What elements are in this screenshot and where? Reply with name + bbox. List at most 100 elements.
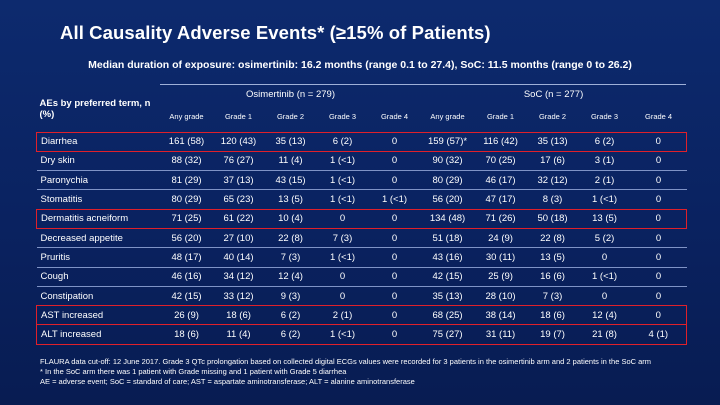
table-cell: 80 (29) [420, 170, 475, 190]
table-cell: 42 (15) [420, 266, 475, 287]
table-cell: 6 (2) [578, 131, 631, 152]
table-cell: 22 (8) [526, 227, 579, 248]
row-term: Pruritis [36, 247, 161, 268]
grade-header: Grade 4 [644, 111, 673, 121]
row-term: Decreased appetite [36, 227, 161, 248]
group-header-divider [160, 84, 686, 85]
table-cell: 80 (29) [160, 189, 213, 210]
table-cell: 0 [630, 247, 687, 268]
table-cell: 120 (43) [212, 131, 265, 152]
table-cell: 26 (9) [160, 305, 213, 326]
table-cell: 0 [630, 189, 687, 210]
table-cell: 75 (27) [420, 324, 475, 345]
table-cell: 0 [316, 208, 369, 229]
table-cell: 18 (6) [160, 324, 213, 345]
table-cell: 35 (13) [264, 131, 317, 152]
grade-header: Grade 4 [380, 111, 409, 121]
table-row: AST increased 26 (9) 18 (6) 6 (2) 2 (1) 0 68 (… [36, 305, 688, 326]
table-cell: 81 (29) [160, 170, 213, 190]
table-cell: 116 (42) [474, 131, 527, 152]
adverse-events-table-container: AEs by preferred term, n (%) Osimertinib… [36, 87, 688, 345]
table-cell: 0 [630, 131, 688, 152]
grade-header: Grade 2 [538, 111, 567, 121]
row-term: ALT increased [36, 324, 161, 345]
table-cell: 27 (10) [212, 227, 265, 248]
table-cell: 1 (<1) [316, 247, 369, 268]
table-cell: 0 [368, 324, 421, 345]
table-cell: 11 (4) [212, 324, 265, 345]
footnote-data-cutoff: FLAURA data cut-off: 12 June 2017. Grade… [40, 357, 652, 366]
table-cell: 70 (25) [474, 150, 527, 171]
table-cell: 17 (6) [526, 150, 579, 171]
table-cell: 1 (<1) [316, 189, 369, 210]
table-cell: 7 (3) [264, 247, 317, 268]
table-cell: 1 (<1) [316, 324, 369, 345]
table-cell: 1 (<1) [578, 266, 631, 287]
table-cell: 50 (18) [526, 208, 579, 229]
grade-header-row: Any grade Grade 1 Grade 2 Grade 3 Grade … [37, 101, 687, 132]
table-cell: 24 (9) [474, 227, 527, 248]
slide-subtitle: Median duration of exposure: osimertinib… [88, 59, 632, 71]
table-cell: 46 (16) [160, 266, 213, 287]
table-cell: 18 (6) [212, 305, 265, 326]
row-term: AST increased [36, 305, 161, 326]
table-cell: 1 (<1) [316, 170, 369, 190]
adverse-events-table: AEs by preferred term, n (%) Osimertinib… [36, 87, 688, 345]
table-cell: 19 (7) [526, 324, 579, 345]
table-cell: 61 (22) [212, 208, 265, 229]
table-cell: 0 [630, 305, 688, 326]
table-cell: 0 [578, 247, 631, 268]
table-cell: 25 (9) [474, 266, 527, 287]
footnotes: FLAURA data cut-off: 12 June 2017. Grade… [40, 357, 710, 387]
grade-header: Grade 1 [224, 111, 253, 121]
table-cell: 161 (58) [160, 131, 213, 152]
table-cell: 18 (6) [526, 305, 579, 326]
table-cell: 7 (3) [316, 227, 369, 248]
table-body: Diarrhea 161 (58) 120 (43) 35 (13) 6 (2) 0 159… [36, 131, 688, 345]
table-row: Dry skin 88 (32) 76 (27) 11 (4) 1 (<1) 0 90 (3… [36, 150, 687, 171]
table-cell: 0 [630, 150, 687, 171]
table-row: Constipation 42 (15) 33 (12) 9 (3) 0 0 35 (13)… [36, 285, 687, 306]
table-cell: 32 (12) [526, 170, 579, 190]
table-cell: 8 (3) [526, 189, 579, 210]
table-cell: 46 (17) [474, 170, 527, 190]
table-cell: 34 (12) [212, 266, 265, 287]
table-cell: 0 [368, 170, 421, 190]
table-cell: 71 (26) [474, 208, 527, 229]
group-header-soc: SoC (n = 277) [523, 88, 584, 100]
table-cell: 35 (13) [420, 285, 475, 306]
grade-header: Any grade [430, 111, 465, 121]
row-term: Stomatitis [36, 189, 161, 210]
table-cell: 68 (25) [420, 305, 475, 326]
table-cell: 37 (13) [212, 170, 265, 190]
table-cell: 0 [630, 285, 687, 306]
table-row: Paronychia 81 (29) 37 (13) 43 (15) 1 (<1) 0 80… [36, 170, 687, 190]
table-cell: 0 [630, 208, 688, 229]
table-cell: 71 (25) [160, 208, 213, 229]
grade-header: Any grade [169, 111, 204, 121]
footnote-asterisk: * In the SoC arm there was 1 patient wit… [40, 367, 347, 376]
row-term: Constipation [36, 285, 161, 306]
table-cell: 31 (11) [474, 324, 527, 345]
table-cell: 43 (16) [420, 247, 475, 268]
table-row: Stomatitis 80 (29) 65 (23) 13 (5) 1 (<1) 1 (<… [36, 189, 687, 210]
table-cell: 2 (1) [578, 170, 631, 190]
footnote-abbreviations: AE = adverse event; SoC = standard of ca… [40, 377, 415, 386]
table-cell: 0 [368, 131, 421, 152]
table-cell: 56 (20) [420, 189, 475, 210]
row-term: Dermatitis acneiform [36, 208, 161, 229]
table-cell: 5 (2) [578, 227, 631, 248]
table-cell: 22 (8) [264, 227, 317, 248]
table-cell: 13 (5) [264, 189, 317, 210]
table-cell: 28 (10) [474, 285, 527, 306]
table-cell: 51 (18) [420, 227, 475, 248]
group-header-osimertinib: Osimertinib (n = 279) [246, 88, 335, 100]
table-cell: 1 (<1) [578, 189, 631, 210]
table-cell: 1 (<1) [368, 189, 421, 210]
ae-column-header: AEs by preferred term, n (%) [39, 98, 151, 121]
table-cell: 38 (14) [474, 305, 527, 326]
table-cell: 43 (15) [264, 170, 317, 190]
table-cell: 0 [368, 305, 421, 326]
table-cell: 6 (2) [264, 305, 317, 326]
table-cell: 0 [630, 170, 687, 190]
